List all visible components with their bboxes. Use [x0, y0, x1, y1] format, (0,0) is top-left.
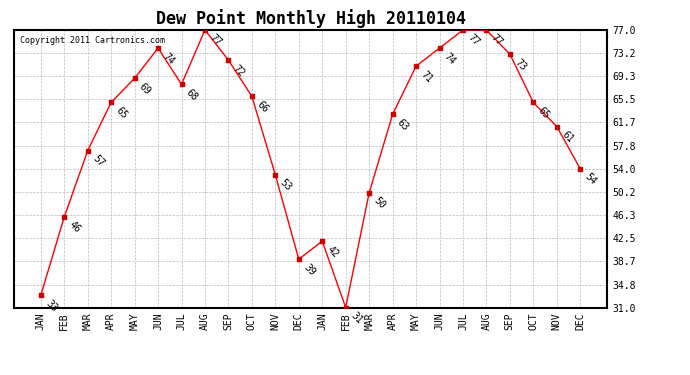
Text: 61: 61 [560, 129, 575, 145]
Point [457, 27, 469, 33]
Text: 66: 66 [255, 99, 270, 114]
Point [387, 111, 398, 117]
Text: 65: 65 [536, 105, 551, 120]
Text: 65: 65 [114, 105, 129, 120]
Point [411, 63, 422, 69]
Title: Dew Point Monthly High 20110104: Dew Point Monthly High 20110104 [155, 9, 466, 28]
Point [35, 292, 46, 298]
Point [59, 214, 70, 220]
Text: 53: 53 [278, 177, 293, 193]
Text: 69: 69 [137, 81, 152, 96]
Text: 68: 68 [184, 87, 199, 102]
Point [504, 51, 515, 57]
Text: 57: 57 [90, 153, 106, 169]
Point [199, 27, 210, 33]
Point [106, 99, 117, 105]
Text: 42: 42 [325, 244, 340, 259]
Text: 77: 77 [489, 33, 504, 48]
Point [317, 238, 328, 244]
Point [481, 27, 492, 33]
Text: 54: 54 [583, 171, 598, 187]
Text: 63: 63 [395, 117, 411, 133]
Text: 50: 50 [372, 196, 387, 211]
Point [82, 148, 93, 154]
Point [176, 81, 187, 87]
Point [223, 57, 234, 63]
Text: 71: 71 [419, 69, 434, 84]
Point [528, 99, 539, 105]
Text: 74: 74 [161, 51, 176, 66]
Text: 77: 77 [466, 33, 481, 48]
Point [575, 166, 586, 172]
Point [129, 75, 140, 81]
Text: 72: 72 [231, 63, 246, 78]
Point [340, 304, 351, 310]
Point [434, 45, 445, 51]
Text: 73: 73 [513, 57, 528, 72]
Text: 31: 31 [348, 310, 364, 326]
Text: 33: 33 [43, 298, 59, 314]
Text: 46: 46 [67, 220, 82, 235]
Text: 77: 77 [208, 33, 223, 48]
Point [551, 123, 562, 129]
Point [246, 93, 257, 99]
Point [270, 172, 281, 178]
Text: 74: 74 [442, 51, 457, 66]
Point [293, 256, 304, 262]
Point [364, 190, 375, 196]
Point [152, 45, 164, 51]
Text: 39: 39 [302, 262, 317, 278]
Text: Copyright 2011 Cartronics.com: Copyright 2011 Cartronics.com [20, 36, 165, 45]
